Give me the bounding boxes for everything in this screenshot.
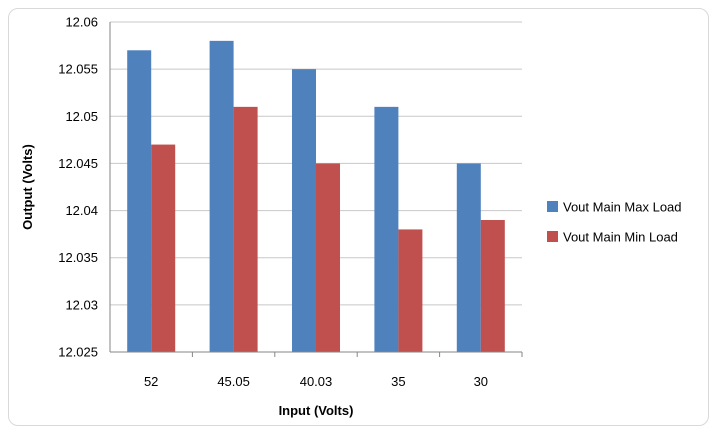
bar-max-load-3	[374, 106, 399, 352]
bar-min-load-4	[480, 220, 505, 352]
chart-frame	[8, 8, 709, 426]
x-tick-label: 52	[144, 374, 158, 389]
bar-max-load-1	[209, 40, 234, 352]
y-tick-label: 12.03	[65, 297, 98, 312]
legend-label-max-load: Vout Main Max Load	[563, 200, 682, 215]
x-tick-label: 35	[391, 374, 405, 389]
x-tick-label: 30	[474, 374, 488, 389]
legend-swatch-max-load	[547, 201, 558, 212]
y-tick-label: 12.06	[65, 15, 98, 30]
bar-min-load-1	[233, 106, 258, 352]
x-axis-title: Input (Volts)	[279, 403, 354, 418]
bar-max-load-0	[127, 50, 152, 353]
bars	[127, 40, 505, 353]
bar-min-load-3	[398, 229, 423, 352]
x-tick-label: 40.03	[300, 374, 333, 389]
legend: Vout Main Max Load Vout Main Min Load	[547, 200, 682, 245]
y-axis-ticks: 12.025 12.03 12.035 12.04 12.045 12.05 12.055 1…	[58, 15, 98, 360]
y-tick-label: 12.045	[58, 156, 98, 171]
y-tick-label: 12.05	[65, 109, 98, 124]
bar-min-load-2	[316, 163, 340, 352]
bar-max-load-2	[292, 69, 316, 353]
y-tick-label: 12.055	[58, 62, 98, 77]
y-tick-label: 12.04	[65, 203, 98, 218]
y-tick-label: 12.035	[58, 250, 98, 265]
bar-min-load-0	[151, 144, 176, 352]
y-axis-title: Output (Volts)	[20, 144, 35, 230]
x-tick-label: 45.05	[217, 374, 250, 389]
y-tick-label: 12.025	[58, 345, 98, 360]
legend-label-min-load: Vout Main Min Load	[563, 230, 678, 245]
bar-max-load-4	[456, 163, 481, 352]
x-axis-ticks: 52 45.05 40.03 35 30	[144, 352, 523, 389]
legend-swatch-min-load	[547, 231, 558, 242]
